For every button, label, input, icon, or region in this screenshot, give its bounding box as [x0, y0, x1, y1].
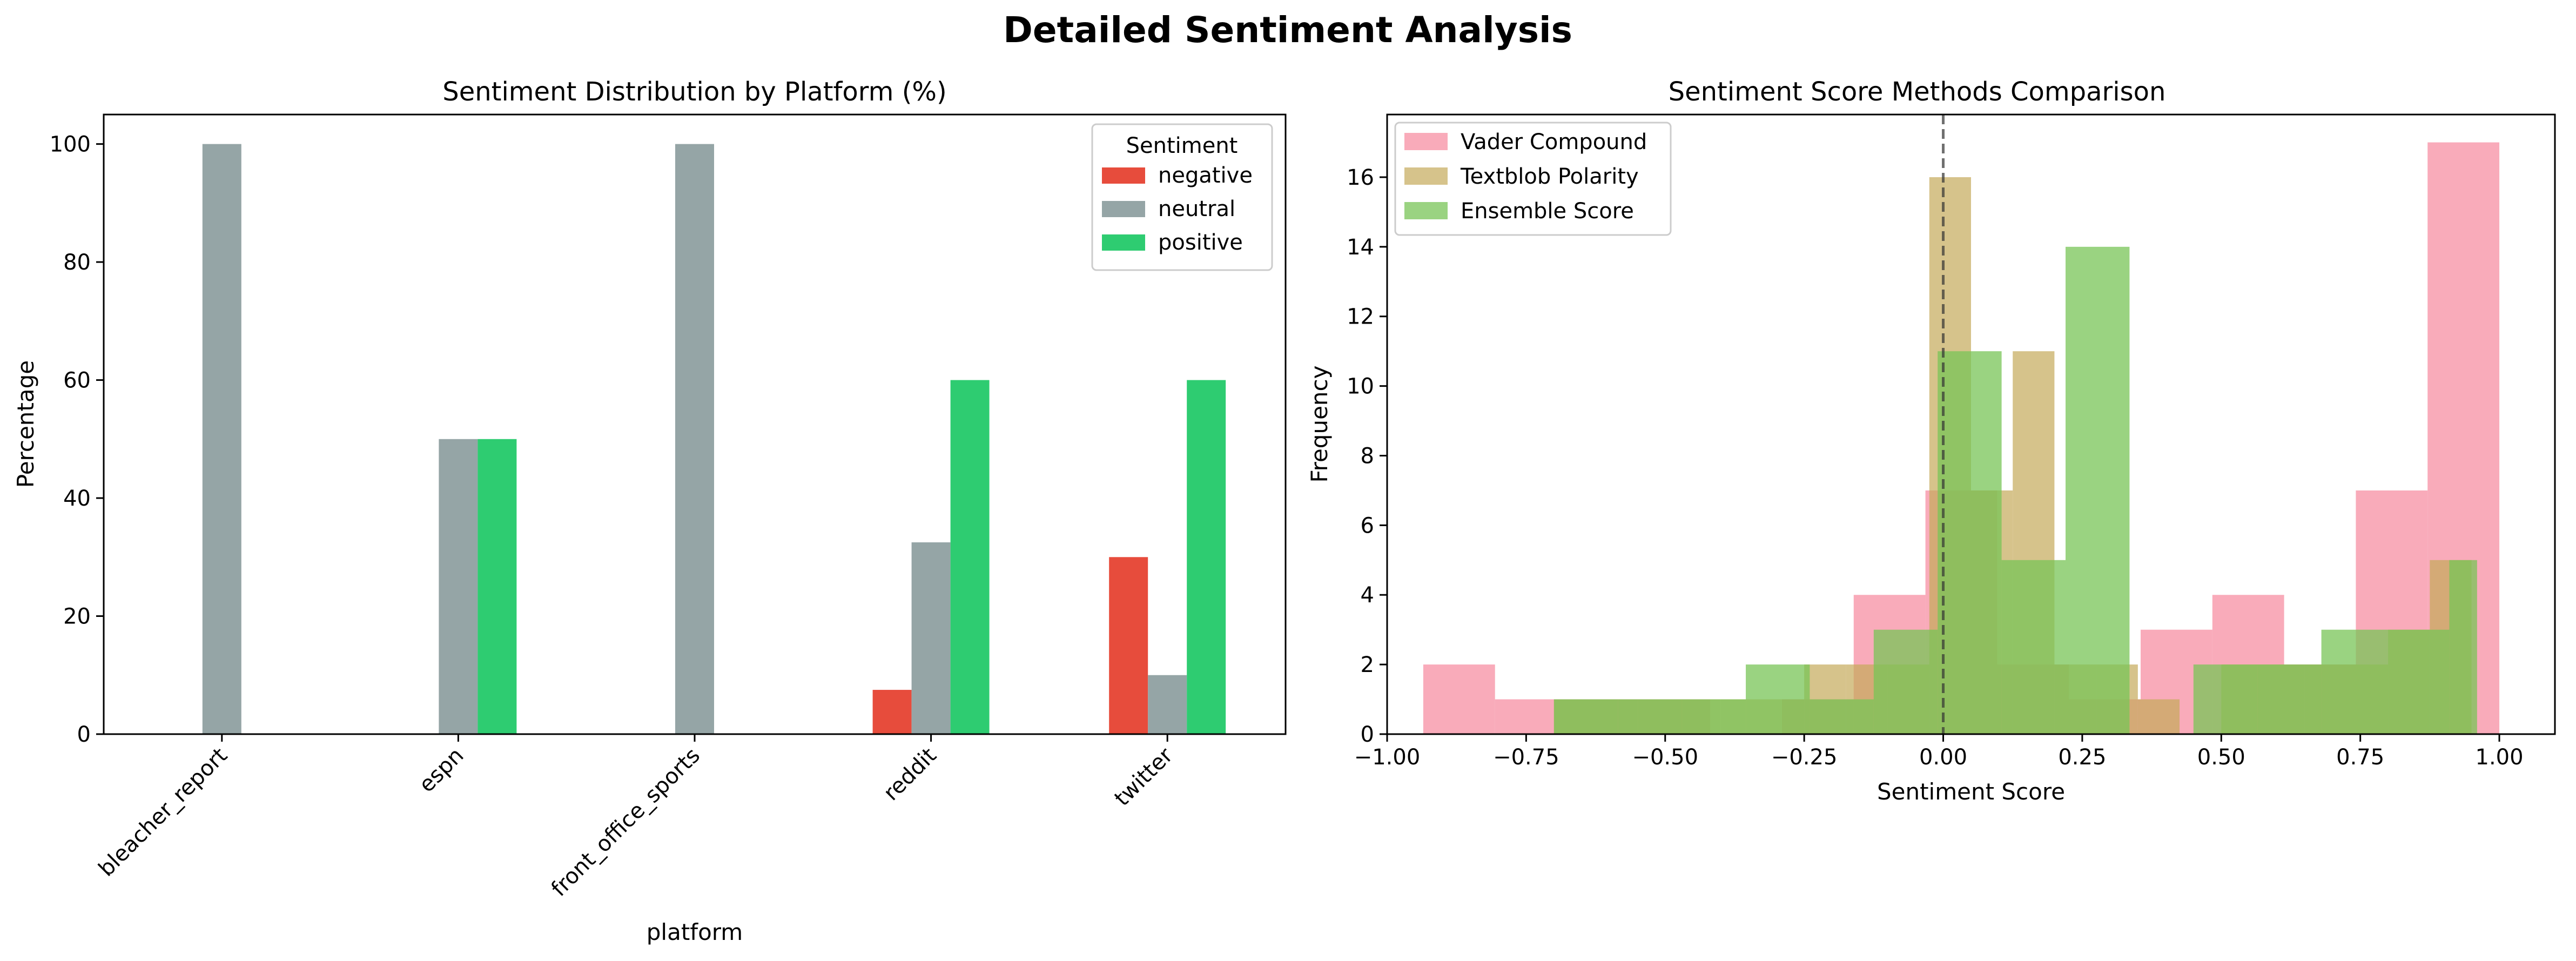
bar-chart-ylabel: Percentage [12, 360, 39, 488]
x-tick-label-espn: espn [414, 743, 469, 798]
hist-bar-ensemble-score-10 [2193, 664, 2258, 734]
hist-bar-ensemble-score-8 [2066, 246, 2130, 734]
bar-chart-frame [103, 113, 1287, 735]
hist-y-tick-label-8: 8 [1361, 443, 1374, 468]
bar-y-axis: 0 20 40 60 80 100 [50, 132, 104, 747]
legend-label-neutral: neutral [1158, 197, 1235, 221]
bar-chart-xlabel: platform [647, 919, 743, 945]
histogram-marks [1423, 142, 2500, 735]
hist-bar-ensemble-score-2 [1682, 699, 1746, 734]
y-tick-label-40: 40 [63, 486, 91, 511]
y-tick-label-0: 0 [77, 722, 91, 747]
hist-x-tick-label-6: 0.50 [2197, 745, 2245, 770]
hist-legend-swatch-vader-compound [1404, 133, 1448, 150]
legend-label-positive: positive [1158, 230, 1243, 255]
hist-bar-ensemble-score-11 [2257, 664, 2322, 734]
hist-bar-ensemble-score-0 [1553, 699, 1618, 734]
bar-neutral-bleacher_report [202, 144, 241, 735]
y-tick-label-60: 60 [63, 368, 91, 393]
hist-x-tick-label-8: 1.00 [2476, 745, 2524, 770]
hist-bar-ensemble-score-7 [2001, 560, 2066, 734]
legend-label-negative: negative [1158, 163, 1253, 188]
bar-x-axis: bleacher_report espn front_office_sports re… [94, 734, 1178, 902]
bar-legend-items: negative neutral positive [1102, 163, 1253, 255]
legend-swatch-positive [1102, 234, 1145, 251]
hist-y-tick-label-16: 16 [1347, 165, 1374, 190]
bar-positive-twitter [1187, 380, 1226, 734]
hist-y-tick-label-2: 2 [1361, 653, 1374, 677]
hist-legend-swatch-ensemble-score [1404, 202, 1448, 219]
hist-bar-textblob-polarity-14 [2137, 699, 2180, 734]
hist-legend-label-ensemble-score: Ensemble Score [1461, 199, 1634, 224]
bar-negative-reddit [872, 690, 912, 734]
hist-y-tick-label-14: 14 [1347, 235, 1374, 260]
hist-bar-ensemble-score-12 [2321, 629, 2385, 734]
hist-legend-label-vader-compound: Vader Compound [1461, 130, 1647, 154]
bar-neutral-front_office_sports [675, 144, 714, 735]
bar-neutral-espn [439, 439, 478, 734]
hist-legend-swatch-textblob-polarity [1404, 167, 1448, 185]
hist-y-tick-label-6: 6 [1361, 513, 1374, 538]
legend-swatch-negative [1102, 167, 1145, 184]
histogram-chart-xlabel: Sentiment Score [1877, 778, 2065, 805]
hist-legend-label-textblob-polarity: Textblob Polarity [1460, 164, 1639, 189]
x-tick-label-twitter: twitter [1109, 743, 1178, 811]
x-tick-label-reddit: reddit [879, 743, 941, 806]
y-tick-label-20: 20 [63, 604, 91, 629]
hist-y-tick-label-4: 4 [1361, 583, 1374, 608]
hist-y-tick-label-12: 12 [1347, 305, 1374, 330]
x-tick-label-front_office_sports: front_office_sports [547, 743, 705, 902]
bar-legend-box [1091, 123, 1273, 271]
histogram-legend-items: Vader Compound Textblob Polarity Ensemble … [1404, 130, 1647, 224]
bar-positive-reddit [950, 380, 990, 734]
legend-swatch-neutral [1102, 201, 1145, 217]
bar-neutral-twitter [1148, 675, 1187, 734]
x-tick-label-bleacher_report: bleacher_report [94, 743, 232, 882]
hist-bar-ensemble-score-3 [1746, 664, 1810, 734]
hist-x-tick-label-3: −0.25 [1771, 745, 1838, 770]
bar-legend: Sentiment negative neutral positive [1091, 123, 1273, 271]
hist-bar-vader-compound-0 [1423, 664, 1495, 734]
hist-bar-ensemble-score-13 [2385, 629, 2450, 734]
bar-neutral-reddit [911, 542, 951, 734]
hist-bar-ensemble-score-14 [2449, 560, 2477, 734]
histogram-chart: Sentiment Score Methods Comparison 0 2 4 6 8… [1306, 77, 2556, 805]
bar-chart: Sentiment Distribution by Platform (%) 0… [12, 77, 1287, 945]
hist-y-tick-label-0: 0 [1361, 722, 1374, 747]
hist-x-tick-label-4: 0.00 [1919, 745, 1967, 770]
hist-x-tick-label-1: −0.75 [1493, 745, 1559, 770]
hist-y-tick-label-10: 10 [1347, 374, 1374, 399]
y-tick-label-100: 100 [50, 132, 91, 157]
histogram-x-axis: −1.00 −0.75 −0.50 −0.25 0.00 0.25 0.50 0.75 1.00 [1354, 734, 2524, 770]
hist-bar-ensemble-score-5 [1873, 629, 1938, 734]
bar-positive-espn [477, 439, 517, 734]
hist-x-tick-label-2: −0.50 [1632, 745, 1698, 770]
bar-negative-twitter [1109, 557, 1148, 734]
hist-x-tick-label-0: −1.00 [1354, 745, 1421, 770]
histogram-y-axis: 0 2 4 6 8 10 12 14 16 [1347, 165, 1387, 747]
hist-x-tick-label-5: 0.25 [2058, 745, 2106, 770]
bar-marks [202, 144, 1226, 735]
hist-bar-ensemble-score-4 [1810, 699, 1874, 734]
histogram-chart-title: Sentiment Score Methods Comparison [1669, 77, 2166, 107]
figure-title: Detailed Sentiment Analysis [1003, 9, 1572, 51]
hist-bar-ensemble-score-6 [1938, 351, 2002, 734]
y-tick-label-80: 80 [63, 250, 91, 275]
histogram-chart-frame [1386, 113, 2556, 735]
histogram-chart-ylabel: Frequency [1306, 366, 1333, 483]
histogram-legend: Vader Compound Textblob Polarity Ensemble … [1394, 122, 1672, 236]
bar-legend-title: Sentiment [1126, 133, 1238, 158]
bar-chart-title: Sentiment Distribution by Platform (%) [442, 77, 947, 107]
histogram-legend-box [1394, 122, 1672, 236]
hist-bar-ensemble-score-1 [1618, 699, 1682, 734]
hist-x-tick-label-7: 0.75 [2336, 745, 2384, 770]
